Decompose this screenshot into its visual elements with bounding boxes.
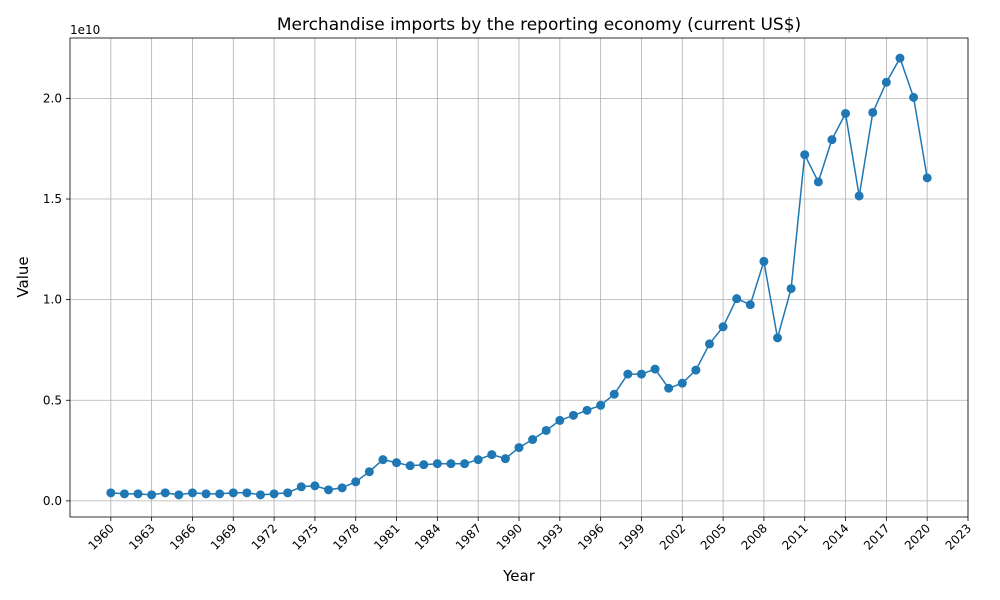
data-point: [500, 454, 510, 464]
data-point: [909, 92, 919, 102]
data-point: [174, 490, 184, 500]
y-tick-label: 0.5: [43, 393, 62, 407]
x-tick-label: 2023: [943, 521, 974, 552]
data-point: [745, 300, 755, 310]
data-point: [324, 485, 334, 495]
data-point: [636, 369, 646, 379]
data-point: [133, 489, 143, 499]
x-tick-label: 2005: [698, 521, 729, 552]
data-point: [460, 459, 470, 469]
x-tick-label: 1996: [575, 521, 606, 552]
data-point: [337, 483, 347, 493]
data-point: [895, 53, 905, 63]
x-tick-label: 1978: [330, 521, 361, 552]
y-tick-label: 1.5: [43, 192, 62, 206]
data-point: [786, 284, 796, 294]
data-point: [623, 369, 633, 379]
data-point: [106, 488, 116, 498]
data-point: [351, 477, 361, 487]
data-point: [269, 489, 279, 499]
data-point: [514, 443, 524, 453]
x-axis-label: Year: [502, 567, 536, 585]
data-point: [160, 488, 170, 498]
data-point: [215, 489, 225, 499]
y-tick-label: 1.0: [43, 293, 62, 307]
x-tick-label: 1987: [453, 521, 484, 552]
data-point: [704, 339, 714, 349]
grid-layer: [70, 38, 969, 517]
x-tick-label: 1981: [371, 521, 402, 552]
x-tick-label: 2020: [902, 521, 933, 552]
data-point: [718, 322, 728, 332]
series-layer: [106, 53, 932, 500]
data-point: [432, 459, 442, 469]
plot-frame: [69, 37, 969, 518]
data-point: [187, 488, 197, 498]
data-point: [364, 467, 374, 477]
data-point: [650, 364, 660, 374]
data-point: [881, 77, 891, 87]
data-point: [827, 135, 837, 145]
data-point: [813, 177, 823, 187]
x-tick-label: 2017: [861, 521, 892, 552]
data-point: [732, 294, 742, 304]
data-point: [405, 461, 415, 471]
data-point: [759, 256, 769, 266]
data-point: [487, 450, 497, 460]
data-point: [473, 455, 483, 465]
data-point: [201, 489, 211, 499]
x-tick-label: 1975: [290, 521, 321, 552]
x-tick-label: 1999: [616, 521, 647, 552]
y-offset-label: 1e10: [70, 23, 100, 37]
y-tick-label: 2.0: [43, 91, 62, 105]
chart-title: Merchandise imports by the reporting eco…: [277, 15, 801, 35]
data-point: [528, 435, 538, 445]
axes-layer: 1960 1963 1966 1969 1972 1975 1978 1981 1984 1987…: [43, 37, 974, 553]
data-point: [419, 460, 429, 470]
x-tick-label: 2002: [657, 521, 688, 552]
data-point: [609, 389, 619, 399]
data-point: [555, 415, 565, 425]
y-tick-label: 0.0: [43, 494, 62, 508]
x-tick-label: 1984: [412, 521, 443, 552]
data-point: [283, 488, 293, 498]
data-point: [773, 333, 783, 343]
x-tick-label: 1993: [534, 521, 565, 552]
x-tick-label: 1990: [494, 521, 525, 552]
x-tick-label: 1960: [85, 521, 116, 552]
data-point: [392, 458, 402, 468]
data-point: [147, 490, 157, 500]
data-point: [310, 481, 320, 491]
y-axis-label: Value: [14, 256, 32, 297]
data-point: [800, 150, 810, 160]
data-point: [378, 455, 388, 465]
data-point: [568, 410, 578, 420]
x-tick-label: 1966: [167, 521, 198, 552]
data-point: [841, 108, 851, 118]
data-point: [854, 191, 864, 201]
data-point: [596, 400, 606, 410]
x-tick-label: 2008: [739, 521, 770, 552]
data-point: [582, 405, 592, 415]
data-point: [691, 365, 701, 375]
data-point: [677, 378, 687, 388]
data-point: [922, 173, 932, 183]
data-point: [296, 482, 306, 492]
data-point: [242, 488, 252, 498]
data-point: [255, 490, 265, 500]
x-tick-label: 2014: [820, 521, 851, 552]
data-point: [228, 488, 238, 498]
x-tick-label: 2011: [779, 521, 810, 552]
data-point: [541, 425, 551, 435]
data-point: [446, 459, 456, 469]
x-tick-label: 1972: [249, 521, 280, 552]
data-point: [868, 107, 878, 117]
x-tick-label: 1963: [126, 521, 157, 552]
data-point: [119, 489, 129, 499]
data-point: [664, 383, 674, 393]
x-tick-label: 1969: [208, 521, 239, 552]
